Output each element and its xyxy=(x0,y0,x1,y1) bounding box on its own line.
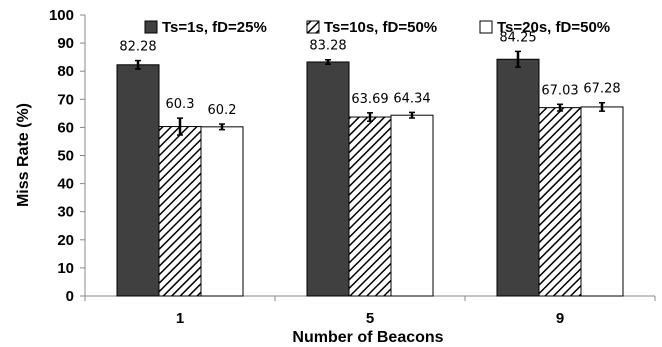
y-tick-label: 10 xyxy=(57,260,74,277)
x-axis-title: Number of Beacons xyxy=(292,329,443,346)
data-label: 84.25 xyxy=(499,30,536,45)
bar xyxy=(390,114,434,297)
data-label: 67.03 xyxy=(541,83,578,98)
bar xyxy=(116,64,160,297)
y-tick-label: 60 xyxy=(57,119,74,136)
x-tick-label: 9 xyxy=(556,310,564,327)
y-tick-label: 30 xyxy=(57,204,74,221)
axes: 0 10 20 30 40 50 60 70 80 90 100 1 5 9 xyxy=(49,7,656,327)
data-label: 67.28 xyxy=(583,82,620,97)
legend-label: Ts=10s, fD=50% xyxy=(324,19,437,36)
bar xyxy=(200,126,244,297)
bar xyxy=(306,61,350,297)
legend: Ts=1s, fD=25% Ts=10s, fD=50% Ts=20s, fD=50… xyxy=(144,19,610,36)
data-label: 64.34 xyxy=(393,91,430,106)
bars-group: 82.28 60.3 60.2 83.28 63.69 64.34 84.25 67.03 67… xyxy=(116,30,624,297)
legend-label: Ts=20s, fD=50% xyxy=(497,19,610,36)
legend-swatch xyxy=(144,20,158,34)
data-label: 60.3 xyxy=(166,97,195,112)
legend-swatch xyxy=(306,20,320,34)
y-tick-label: 80 xyxy=(57,63,74,80)
data-label: 63.69 xyxy=(351,92,388,107)
y-tick-label: 70 xyxy=(57,91,74,108)
legend-swatch xyxy=(479,20,493,34)
y-tick-label: 100 xyxy=(49,7,74,24)
data-label: 60.2 xyxy=(208,103,237,118)
data-label: 82.28 xyxy=(119,40,156,55)
bar xyxy=(348,116,392,297)
legend-label: Ts=1s, fD=25% xyxy=(162,19,267,36)
data-label: 83.28 xyxy=(309,39,346,54)
y-axis-title: Miss Rate (%) xyxy=(15,103,32,207)
x-tick-label: 5 xyxy=(366,310,374,327)
y-tick-label: 20 xyxy=(57,232,74,249)
bar xyxy=(580,106,624,297)
y-tick-label: 50 xyxy=(57,148,74,165)
y-tick-label: 40 xyxy=(57,176,74,193)
bar xyxy=(496,58,540,297)
x-tick-label: 1 xyxy=(176,310,184,327)
y-tick-label: 90 xyxy=(57,35,74,52)
bar xyxy=(158,126,202,297)
bar xyxy=(538,107,582,297)
y-tick-label: 0 xyxy=(66,288,74,305)
